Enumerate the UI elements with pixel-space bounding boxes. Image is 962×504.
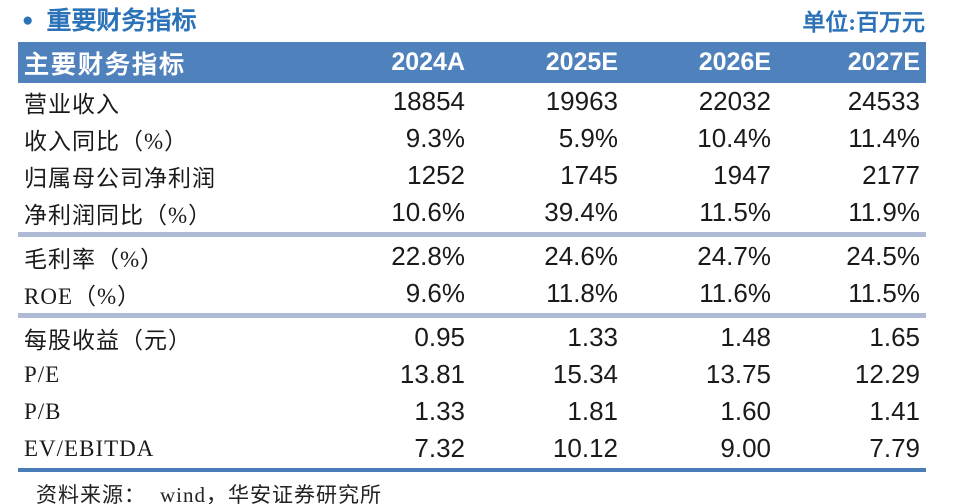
cell-value: 9.00 [720, 433, 771, 463]
title-bar: ● 重要财务指标 单位:百万元 [22, 5, 925, 37]
group-separator [18, 232, 926, 237]
row-label: P/B [24, 398, 62, 424]
table-row: ROE（%） 9.6% 11.8% 11.6% 11.5% [18, 275, 926, 312]
cell-value: 22.8% [391, 241, 465, 271]
cell-value: 7.32 [414, 433, 465, 463]
row-label: P/E [24, 361, 61, 387]
table-row: 净利润同比（%） 10.6% 39.4% 11.5% 11.9% [18, 194, 926, 231]
cell-value: 18854 [392, 86, 465, 116]
source-label: 资料来源： [36, 483, 146, 504]
section-title-text: 重要财务指标 [46, 8, 197, 35]
cell-value: 19963 [545, 86, 618, 116]
table-header-row: 主要财务指标 2024A 2025E 2026E 2027E [18, 42, 926, 83]
cell-value: 24.6% [544, 241, 618, 271]
table-row: P/E 13.81 15.34 13.75 12.29 [18, 356, 926, 393]
cell-value: 11.9% [848, 197, 920, 227]
cell-value: 1252 [407, 160, 465, 190]
cell-value: 11.8% [546, 278, 618, 308]
cell-value: 10.12 [552, 433, 618, 463]
header-cell-2026E: 2026E [698, 48, 771, 76]
cell-value: 1.41 [869, 396, 920, 426]
header-cell-label: 主要财务指标 [24, 51, 187, 79]
cell-value: 1.33 [567, 322, 618, 352]
table-row: 归属母公司净利润 1252 1745 1947 2177 [18, 157, 926, 194]
header-cell-2027E: 2027E [847, 48, 920, 76]
row-label: 营业收入 [24, 91, 120, 117]
table-bottom-border [18, 468, 926, 472]
cell-value: 24.7% [697, 241, 771, 271]
table-row: 收入同比（%） 9.3% 5.9% 10.4% 11.4% [18, 120, 926, 157]
section-title: ● 重要财务指标 [22, 1, 197, 37]
row-label: 收入同比（%） [24, 128, 189, 154]
row-label: 毛利率（%） [24, 246, 165, 272]
row-label: 每股收益（元） [24, 327, 192, 353]
header-cell-2025E: 2025E [545, 48, 618, 76]
cell-value: 1.65 [869, 322, 920, 352]
cell-value: 10.4% [697, 123, 771, 153]
cell-value: 11.5% [848, 278, 920, 308]
unit-label: 单位:百万元 [802, 10, 925, 35]
cell-value: 22032 [698, 86, 771, 116]
cell-value: 7.79 [869, 433, 920, 463]
bullet-icon: ● [22, 9, 34, 31]
cell-value: 15.34 [552, 359, 618, 389]
cell-value: 11.6% [699, 278, 771, 308]
header-cell-2024A: 2024A [391, 48, 465, 76]
cell-value: 1.60 [720, 396, 771, 426]
table-row: EV/EBITDA 7.32 10.12 9.00 7.79 [18, 430, 926, 467]
row-label: 归属母公司净利润 [24, 165, 216, 191]
cell-value: 24533 [847, 86, 920, 116]
cell-value: 9.6% [405, 278, 465, 308]
cell-value: 5.9% [558, 123, 618, 153]
row-label: ROE（%） [24, 283, 142, 309]
source-text: wind，华安证券研究所 [160, 483, 382, 504]
cell-value: 2177 [862, 160, 920, 190]
cell-value: 1.48 [720, 322, 771, 352]
cell-value: 1745 [560, 160, 618, 190]
table-row: 毛利率（%） 22.8% 24.6% 24.7% 24.5% [18, 238, 926, 275]
table-row: 营业收入 18854 19963 22032 24533 [18, 83, 926, 120]
cell-value: 13.81 [399, 359, 465, 389]
source-note: 资料来源： wind，华安证券研究所 [36, 479, 962, 504]
table-row: 每股收益（元） 0.95 1.33 1.48 1.65 [18, 319, 926, 356]
table-row: P/B 1.33 1.81 1.60 1.41 [18, 393, 926, 430]
group-separator [18, 313, 926, 318]
table-body: 营业收入 18854 19963 22032 24533 收入同比（%） 9.3% 5.9% 1… [18, 83, 926, 467]
cell-value: 1.81 [567, 396, 618, 426]
row-label: 净利润同比（%） [24, 202, 213, 228]
financial-table: 主要财务指标 2024A 2025E 2026E 2027E 营业收入 18854… [18, 42, 926, 472]
cell-value: 11.4% [848, 123, 920, 153]
cell-value: 24.5% [846, 241, 920, 271]
row-label: EV/EBITDA [24, 435, 155, 461]
cell-value: 39.4% [544, 197, 618, 227]
cell-value: 11.5% [699, 197, 771, 227]
cell-value: 10.6% [391, 197, 465, 227]
cell-value: 1.33 [414, 396, 465, 426]
cell-value: 1947 [713, 160, 771, 190]
cell-value: 9.3% [405, 123, 465, 153]
cell-value: 13.75 [705, 359, 771, 389]
cell-value: 12.29 [854, 359, 920, 389]
cell-value: 0.95 [414, 322, 465, 352]
